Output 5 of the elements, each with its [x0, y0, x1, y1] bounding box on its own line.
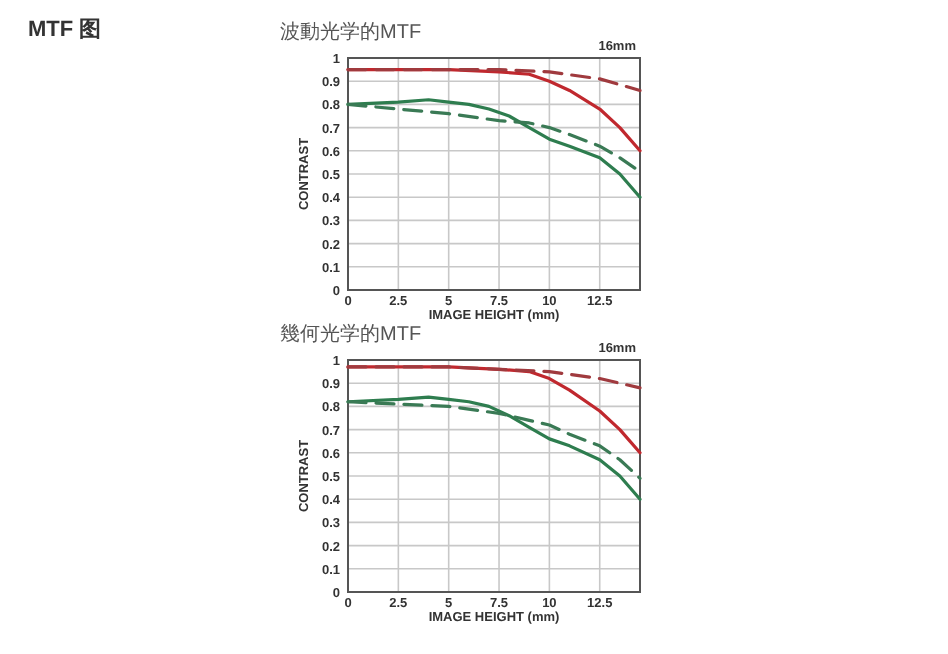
- text: MTF 图: [28, 18, 102, 42]
- chart-title: 幾何光学的MTF: [280, 322, 422, 346]
- chart-title: 波動光学的MTF: [280, 20, 422, 44]
- line-series: [346, 68, 642, 93]
- line-series: [346, 365, 642, 390]
